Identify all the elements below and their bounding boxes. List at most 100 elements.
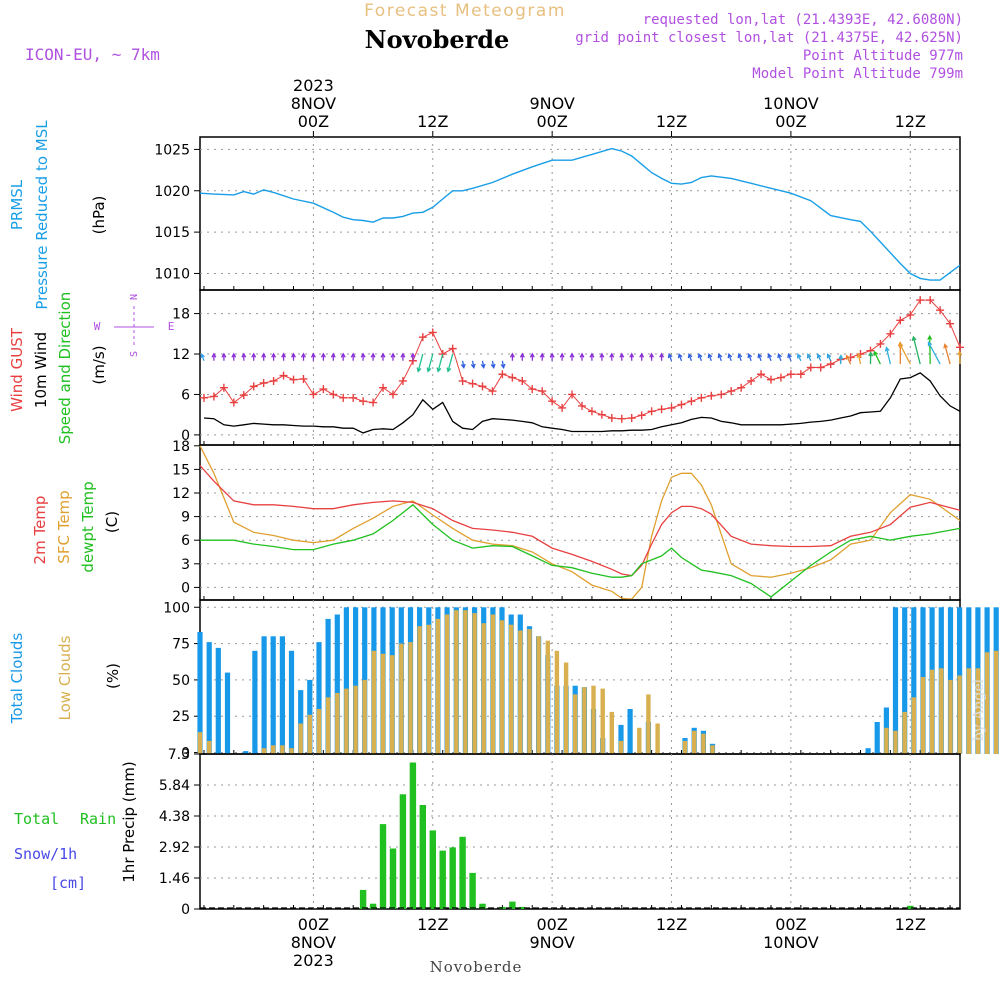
total-cloud-bar	[270, 636, 276, 754]
gust-marker	[488, 387, 497, 396]
wind-compass: N W E S	[94, 294, 175, 357]
top-time-label: 00Z	[775, 112, 806, 131]
total-cloud-bar	[865, 748, 871, 754]
rain-label: Rain	[80, 810, 116, 828]
rain-bar	[429, 830, 436, 909]
gust-marker	[528, 385, 537, 394]
gust-marker	[946, 319, 955, 328]
top-time-label: 2023	[293, 76, 334, 95]
wind-direction-arrow	[884, 346, 892, 365]
top-time-label: 8NOV	[291, 94, 336, 113]
gust-marker	[548, 397, 557, 406]
gust-marker	[199, 393, 208, 402]
dewpt-label: dewpt Temp	[79, 481, 97, 572]
y-tick-label: 12	[172, 486, 190, 502]
wind-direction-arrow	[291, 352, 296, 361]
wind-direction-arrow	[838, 354, 844, 365]
wind-direction-arrow	[320, 352, 326, 361]
gust-marker	[468, 379, 477, 388]
wind-direction-arrow	[589, 352, 595, 361]
wind-direction-arrow	[757, 352, 763, 362]
top-time-label: 00Z	[536, 112, 567, 131]
rain-bar	[439, 850, 446, 909]
wind-direction-arrow	[416, 353, 424, 373]
wind-direction-arrow	[400, 352, 406, 361]
low-cloud-bar	[536, 636, 541, 754]
gust-marker	[558, 403, 567, 412]
wind-direction-arrow	[300, 352, 306, 361]
top-time-label: 00Z	[298, 112, 329, 131]
low-cloud-bar	[920, 677, 926, 754]
pressure-unit: (hPa)	[90, 196, 108, 235]
low-cloud-bar	[344, 688, 349, 754]
low-cloud-bar	[499, 620, 505, 754]
wind-direction-arrow	[619, 352, 625, 361]
panel-frame	[199, 753, 961, 910]
low-cloud-bar	[591, 685, 596, 754]
wind10m-label: 10m Wind	[32, 332, 50, 408]
gust-marker	[289, 375, 298, 384]
y-tick-label: 75	[172, 637, 190, 653]
low-cloud-bar	[362, 679, 367, 754]
wind-direction-arrow	[360, 352, 366, 361]
gust-marker	[896, 316, 905, 325]
wind-direction-arrow	[211, 352, 217, 361]
top-time-label: 12Z	[656, 112, 687, 131]
total-cloud-bar	[325, 618, 331, 754]
wind-direction-arrow	[667, 352, 673, 362]
gust-marker	[498, 370, 507, 379]
wind-direction-arrow	[816, 353, 822, 362]
gust-marker	[458, 376, 467, 385]
gust-marker	[259, 379, 268, 387]
wind-direction-arrow	[806, 353, 812, 362]
gust-marker	[299, 374, 308, 383]
low-cloud-bar	[600, 688, 605, 754]
total-cloud-bar	[261, 636, 267, 754]
y-tick-label: 1015	[154, 225, 190, 241]
wind-direction-arrow	[370, 352, 376, 361]
low-cloud-bar	[966, 668, 971, 754]
gust-marker	[637, 411, 646, 420]
wind-direction-arrow	[677, 352, 683, 362]
wind-unit: (m/s)	[90, 345, 108, 384]
low-cloud-bar	[655, 723, 660, 754]
rain-bar	[469, 872, 476, 909]
wind-direction-arrow	[599, 352, 605, 361]
low-cloud-bar	[298, 723, 303, 754]
wind-direction-arrow	[549, 352, 555, 361]
y-tick-label: 15	[172, 462, 190, 478]
total-cloud-bar	[288, 650, 295, 754]
low-cloud-bar	[444, 614, 450, 754]
wind-direction-arrow	[639, 352, 645, 361]
wind-direction-arrow	[957, 350, 963, 365]
gust-marker	[776, 373, 785, 382]
gust-marker	[229, 398, 238, 407]
wind-direction-arrow	[310, 352, 316, 361]
gust-marker	[747, 376, 756, 385]
precip-labels: Total Rain Snow/1h [cm] 1hr Precip (mm)	[14, 761, 138, 892]
gust-marker	[319, 385, 328, 394]
gust-marker	[876, 339, 885, 348]
gust-marker	[627, 414, 636, 423]
gust-marker	[717, 390, 726, 399]
wind-direction-arrow	[579, 352, 585, 361]
gust-marker	[607, 414, 616, 423]
y-tick-label: 0	[181, 428, 190, 444]
total-cloud-bar	[874, 722, 880, 754]
total-cloud-bar	[892, 607, 899, 754]
gust-marker	[697, 393, 706, 402]
requested-coords: requested lon,lat (21.4393E, 42.6080N)	[643, 12, 963, 28]
top-time-label: 10NOV	[763, 94, 819, 113]
low-cloud-bar	[289, 748, 294, 754]
wind-direction-arrow	[271, 352, 277, 361]
low-cloud-bar	[637, 727, 642, 754]
wind-direction-arrow	[943, 343, 951, 365]
wind-direction-arrow	[281, 352, 287, 361]
gust-marker	[269, 376, 278, 385]
wind-direction-arrow	[609, 352, 615, 361]
gust-marker	[647, 407, 656, 416]
wind-direction-arrow	[390, 352, 396, 361]
low-cloud-bar	[893, 730, 898, 754]
gust-marker	[906, 310, 915, 319]
